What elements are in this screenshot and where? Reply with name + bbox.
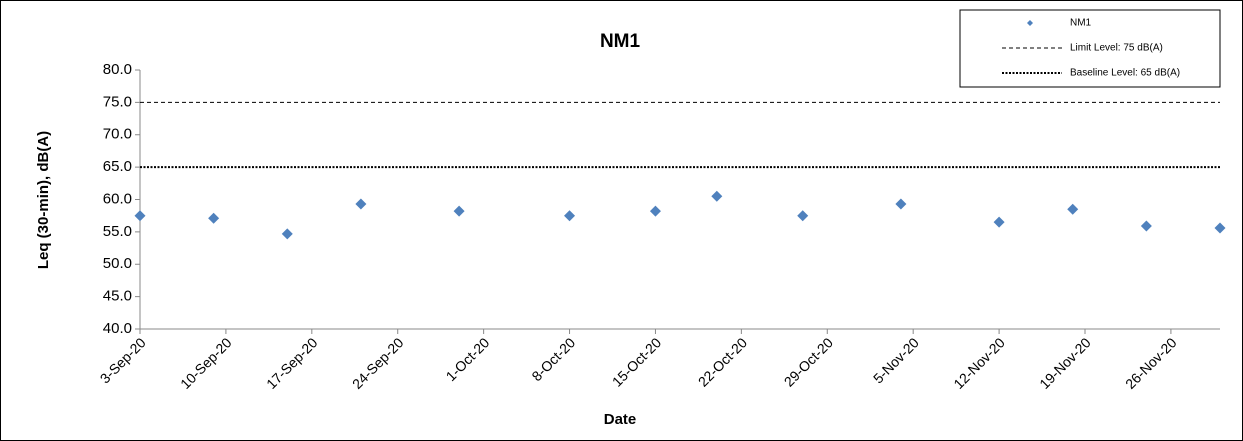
y-axis-title: Leq (30-min), dB(A) (35, 131, 52, 269)
y-tick-label: 75.0 (103, 93, 132, 110)
y-tick-label: 60.0 (103, 190, 132, 207)
data-point (1140, 220, 1152, 232)
y-tick-label: 55.0 (103, 223, 132, 240)
y-tick-label: 65.0 (103, 158, 132, 175)
data-point (895, 198, 907, 210)
data-point (281, 228, 293, 240)
data-point (993, 216, 1005, 228)
y-tick-label: 45.0 (103, 288, 132, 305)
data-point (649, 205, 661, 217)
data-point (453, 205, 465, 217)
y-tick-label: 50.0 (103, 255, 132, 272)
y-tick-label: 40.0 (103, 320, 132, 337)
legend-marker (1027, 20, 1033, 26)
data-point (1214, 222, 1226, 234)
x-axis-title: Date (604, 411, 637, 428)
legend-label: NM1 (1070, 18, 1092, 29)
legend-label: Limit Level: 75 dB(A) (1070, 43, 1163, 54)
chart-title: NM1 (600, 31, 641, 52)
y-tick-label: 80.0 (103, 61, 132, 78)
data-point (1067, 203, 1079, 215)
data-point (208, 212, 220, 224)
legend-label: Baseline Level: 65 dB(A) (1070, 68, 1180, 79)
data-point (564, 210, 576, 222)
data-point (797, 210, 809, 222)
data-point (134, 210, 146, 222)
data-point (355, 198, 367, 210)
y-tick-label: 70.0 (103, 126, 132, 143)
data-point (711, 190, 723, 202)
